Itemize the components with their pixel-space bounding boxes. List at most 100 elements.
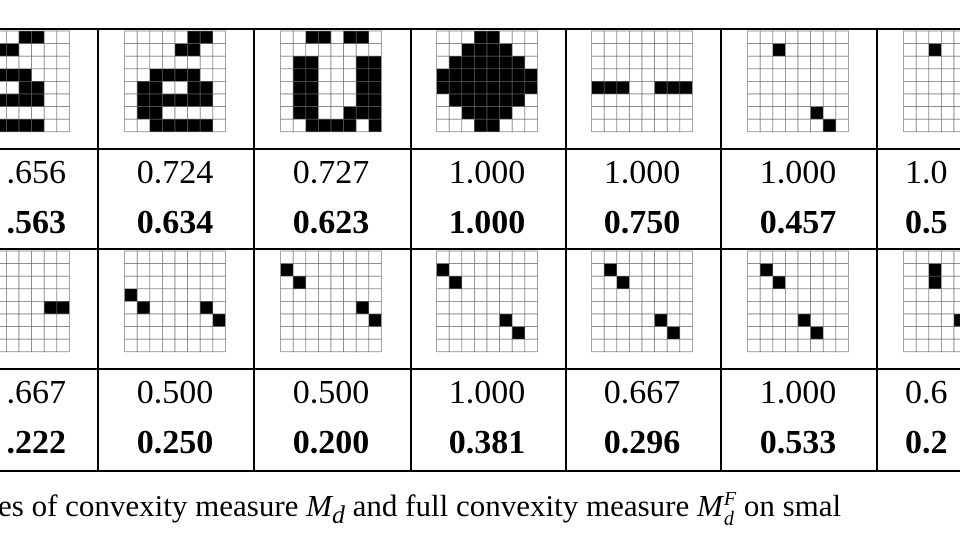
pixel bbox=[212, 81, 226, 95]
pixel bbox=[616, 326, 630, 340]
pixel bbox=[162, 250, 176, 264]
pixel bbox=[603, 275, 618, 290]
pixel bbox=[461, 68, 475, 82]
pixel bbox=[368, 81, 382, 95]
pixel bbox=[772, 326, 786, 340]
pixel bbox=[149, 301, 163, 315]
pixel bbox=[436, 288, 450, 302]
pixel bbox=[785, 68, 799, 82]
pixel bbox=[368, 93, 382, 107]
pixel bbox=[499, 106, 513, 120]
pixel bbox=[499, 68, 513, 82]
pixel bbox=[280, 55, 294, 70]
pixel bbox=[318, 288, 332, 302]
pixel bbox=[174, 326, 188, 340]
pixel bbox=[43, 43, 58, 57]
pixel bbox=[915, 326, 930, 340]
pixel bbox=[915, 263, 930, 277]
pixel bbox=[772, 81, 786, 95]
pixel bbox=[187, 326, 201, 340]
pixel bbox=[31, 263, 45, 277]
pixel bbox=[56, 301, 70, 315]
pixel bbox=[212, 30, 226, 44]
pixel bbox=[666, 288, 681, 302]
pixel bbox=[280, 30, 294, 44]
pixel bbox=[6, 30, 20, 44]
pixel bbox=[486, 43, 500, 57]
pixel bbox=[759, 250, 774, 264]
pixel bbox=[292, 68, 307, 82]
pixel bbox=[343, 93, 357, 107]
pixel bbox=[368, 68, 382, 82]
pixel bbox=[330, 30, 344, 44]
pixel bbox=[212, 263, 226, 277]
table-cell: 0.750 bbox=[603, 204, 681, 241]
pixel bbox=[759, 30, 774, 44]
pixel bbox=[810, 263, 824, 277]
pixel bbox=[18, 263, 32, 277]
pixel bbox=[31, 68, 45, 82]
pixel bbox=[474, 301, 488, 315]
pixel bbox=[149, 326, 163, 340]
pixel bbox=[280, 106, 294, 120]
pixel bbox=[199, 55, 214, 70]
pixel bbox=[199, 81, 214, 95]
pixel bbox=[941, 275, 955, 290]
pixel bbox=[280, 275, 294, 290]
pixel bbox=[679, 43, 693, 57]
pixel bbox=[461, 81, 475, 95]
pixel bbox=[318, 30, 332, 44]
pixel bbox=[461, 250, 475, 264]
pixel bbox=[355, 55, 370, 70]
table-cell: 1.000 bbox=[448, 204, 526, 241]
pixel bbox=[280, 118, 294, 133]
pixel bbox=[56, 43, 70, 57]
pixel bbox=[292, 30, 307, 44]
pixel bbox=[835, 313, 849, 327]
pixel bbox=[343, 275, 357, 290]
pixel bbox=[591, 118, 605, 133]
pixel bbox=[810, 301, 824, 315]
pixel bbox=[903, 106, 917, 120]
pixel bbox=[448, 326, 463, 340]
pixel bbox=[486, 93, 500, 107]
pixel bbox=[56, 118, 70, 133]
pixel bbox=[797, 275, 811, 290]
pixel bbox=[486, 313, 500, 327]
pixel bbox=[461, 43, 475, 57]
pixel bbox=[679, 81, 693, 95]
pixel bbox=[149, 288, 163, 302]
table-cell: 0.667 bbox=[603, 374, 681, 411]
pixel bbox=[747, 93, 761, 107]
pixel bbox=[810, 250, 824, 264]
pixel bbox=[915, 81, 930, 95]
pixel bbox=[474, 43, 488, 57]
pixel bbox=[448, 81, 463, 95]
pixel bbox=[785, 118, 799, 133]
pixel bbox=[187, 30, 201, 44]
pixel bbox=[616, 301, 630, 315]
pixel bbox=[43, 326, 58, 340]
pixel bbox=[43, 338, 58, 353]
pixel bbox=[591, 43, 605, 57]
pixel bbox=[511, 263, 526, 277]
pixel bbox=[915, 93, 930, 107]
table-cell: 1.0 bbox=[905, 154, 948, 191]
pixel bbox=[941, 313, 955, 327]
pixel bbox=[654, 301, 668, 315]
pixel bbox=[603, 288, 618, 302]
pixel bbox=[928, 81, 942, 95]
pixel bbox=[6, 93, 20, 107]
pixel bbox=[318, 263, 332, 277]
pixel bbox=[18, 250, 32, 264]
pixel bbox=[56, 338, 70, 353]
pixel bbox=[461, 30, 475, 44]
pixel bbox=[318, 313, 332, 327]
pixel bbox=[759, 275, 774, 290]
pixel bbox=[629, 313, 643, 327]
pixel bbox=[305, 81, 319, 95]
pixel bbox=[616, 106, 630, 120]
pixel bbox=[149, 313, 163, 327]
table-cell: 0.250 bbox=[136, 424, 214, 461]
